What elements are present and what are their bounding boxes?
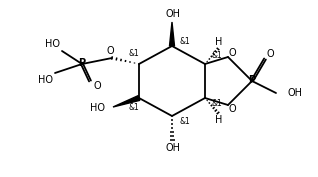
Text: H: H: [215, 115, 223, 125]
Text: P: P: [79, 58, 86, 68]
Text: &1: &1: [211, 52, 222, 61]
Text: H: H: [215, 37, 223, 47]
Polygon shape: [113, 96, 140, 107]
Text: OH: OH: [288, 88, 303, 98]
Text: O: O: [228, 104, 236, 114]
Text: OH: OH: [165, 143, 181, 153]
Text: OH: OH: [165, 9, 181, 19]
Text: &1: &1: [128, 50, 139, 59]
Text: O: O: [93, 81, 101, 91]
Text: &1: &1: [180, 36, 190, 45]
Text: HO: HO: [90, 103, 105, 113]
Text: O: O: [228, 48, 236, 58]
Text: O: O: [266, 49, 274, 59]
Polygon shape: [169, 22, 175, 46]
Text: &1: &1: [128, 104, 139, 113]
Text: HO: HO: [45, 39, 60, 49]
Text: P: P: [248, 75, 256, 85]
Text: O: O: [106, 46, 114, 56]
Text: &1: &1: [180, 116, 190, 125]
Text: HO: HO: [38, 75, 53, 85]
Text: &1: &1: [211, 99, 222, 109]
